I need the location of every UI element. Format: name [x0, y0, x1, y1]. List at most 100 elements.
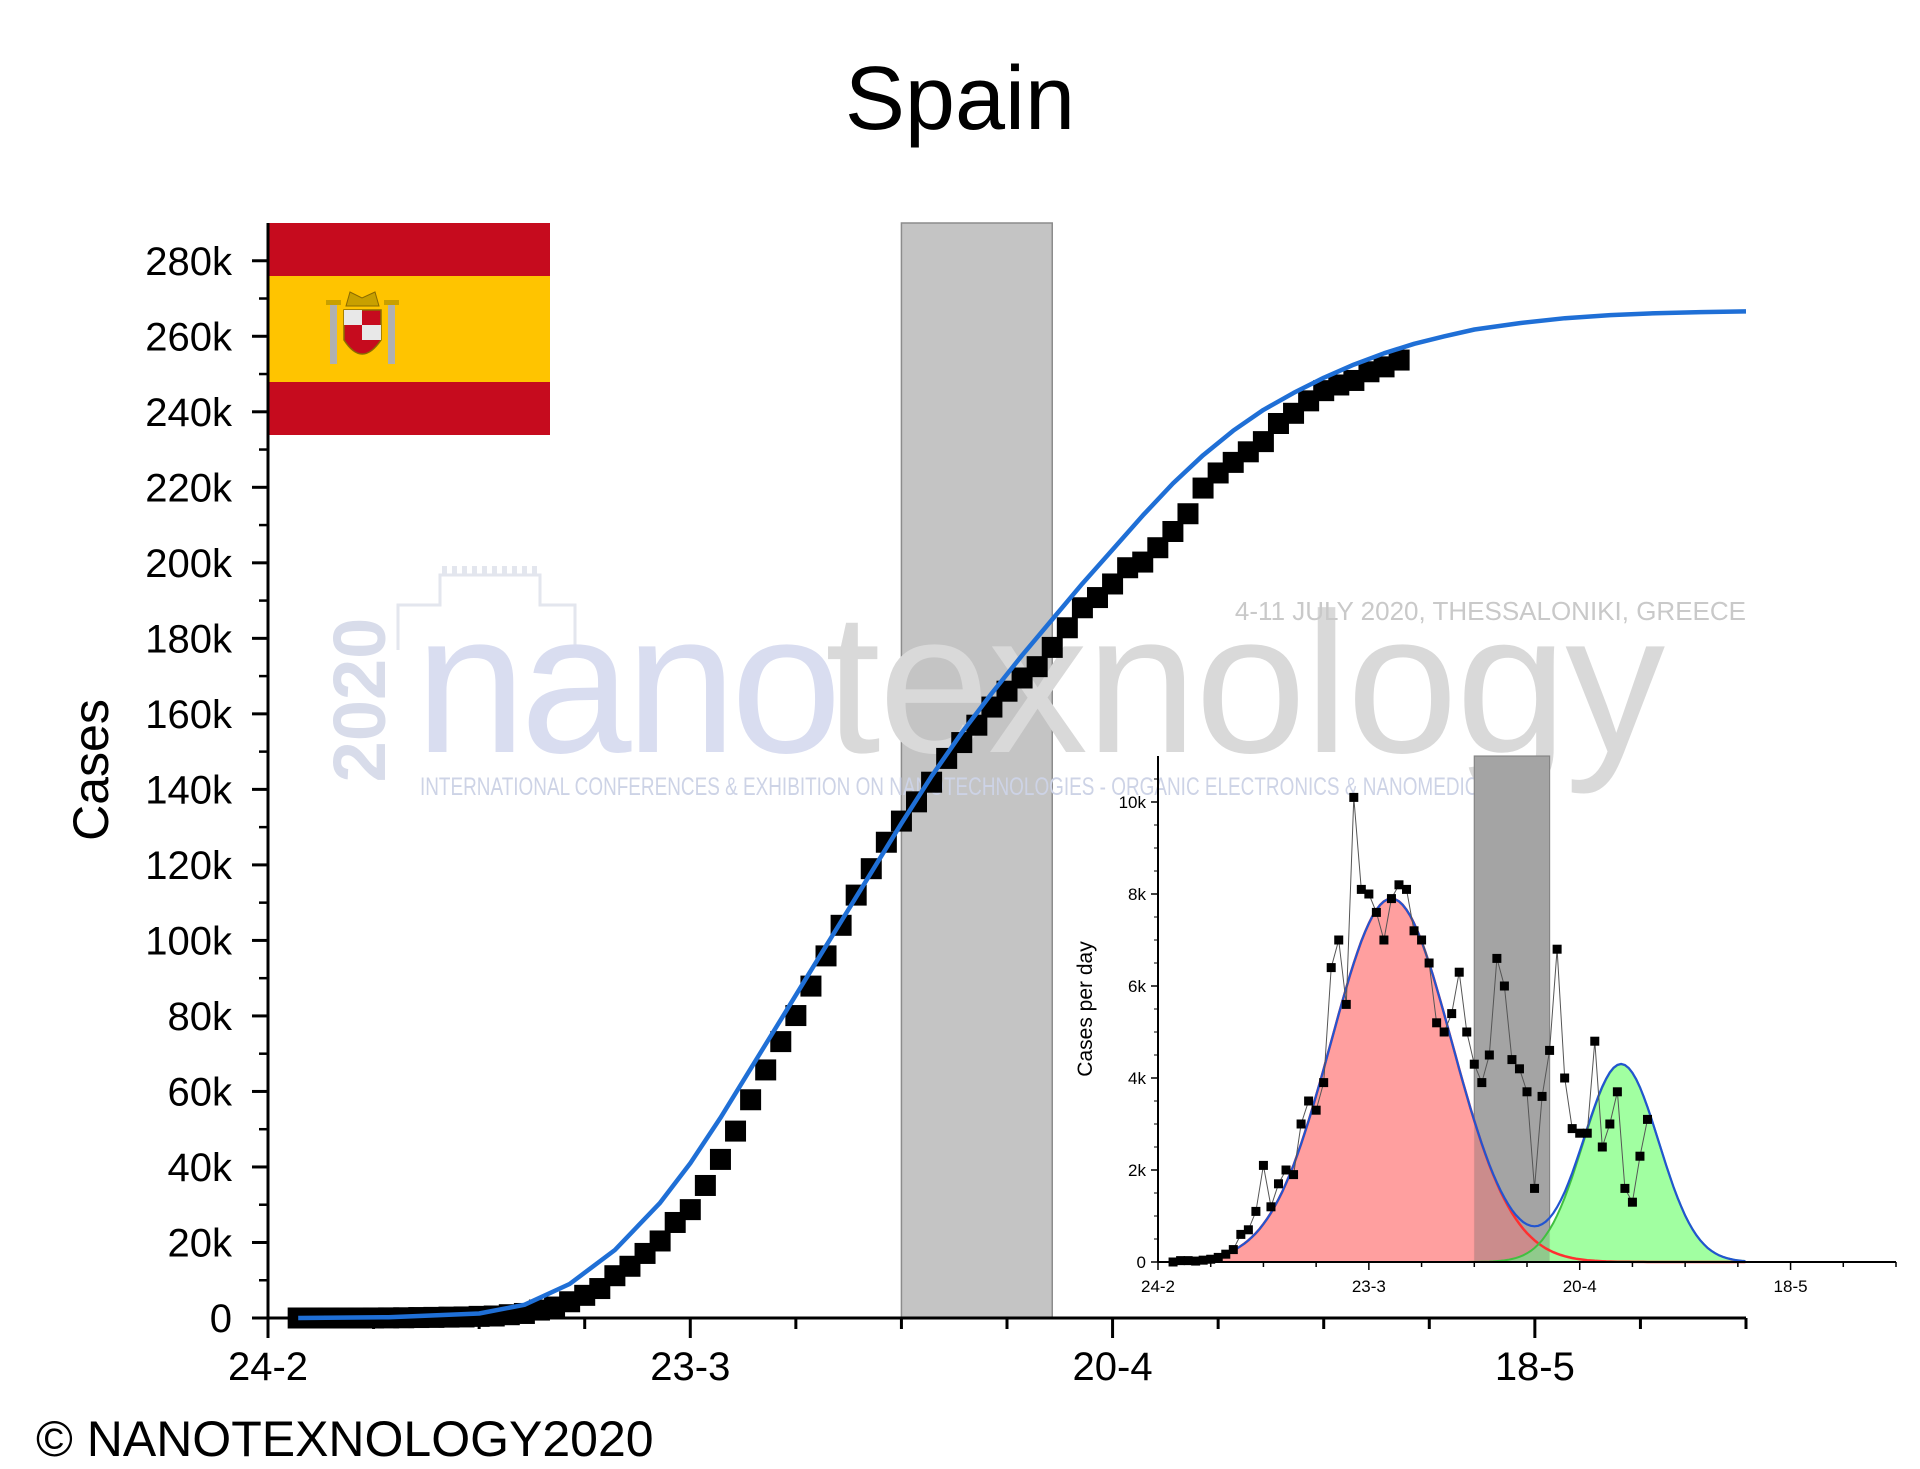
watermark-year: 2020	[318, 618, 401, 783]
inset-data-point	[1356, 884, 1366, 894]
spain-flag-icon	[268, 223, 550, 435]
main-shaded-band	[900, 222, 1053, 1319]
castle-merlon	[442, 566, 447, 575]
main-data-point	[1147, 537, 1169, 559]
inset-data-point	[1597, 1142, 1607, 1152]
main-y-tick-label: 100k	[145, 919, 233, 963]
inset-data-point	[1447, 1009, 1457, 1019]
inset-x-tick-label: 24-2	[1141, 1277, 1175, 1296]
main-y-tick-label: 260k	[145, 315, 233, 359]
castle-merlon	[472, 566, 477, 575]
inset-y-axis-label: Cases per day	[1074, 941, 1097, 1077]
inset-data-point	[1228, 1245, 1238, 1255]
inset-data-point	[1243, 1225, 1253, 1235]
inset-y-tick-label: 8k	[1128, 885, 1146, 904]
inset-data-point	[1514, 1064, 1524, 1074]
inset-data-point	[1477, 1078, 1487, 1088]
inset-data-point	[1176, 1256, 1186, 1266]
inset-x-tick-label: 18-5	[1774, 1277, 1808, 1296]
inset-data-point	[1304, 1096, 1314, 1106]
inset-data-point	[1462, 1027, 1472, 1037]
inset-band-overlay	[1474, 756, 1550, 1262]
inset-data-point	[1402, 884, 1412, 894]
inset-data-point	[1258, 1160, 1268, 1170]
inset-data-point	[1251, 1206, 1261, 1216]
inset-data-point	[1627, 1197, 1637, 1207]
inset-y-tick-label: 10k	[1119, 793, 1147, 812]
main-y-tick-label: 0	[210, 1297, 232, 1341]
main-y-tick-label: 200k	[145, 542, 233, 586]
inset-y-tick-label: 0	[1137, 1253, 1146, 1272]
main-y-tick-label: 60k	[168, 1070, 233, 1114]
main-data-point	[1388, 349, 1410, 371]
copyright-notice: © NANOTEXNOLOGY2020	[36, 1411, 654, 1467]
castle-merlon	[512, 566, 517, 575]
inset-data-point	[1620, 1183, 1630, 1193]
inset-data-point	[1341, 999, 1351, 1009]
main-y-tick-label: 280k	[145, 240, 233, 284]
main-y-axis-label: Cases	[63, 699, 119, 841]
inset-data-point	[1499, 981, 1509, 991]
inset-data-line	[1173, 797, 1648, 1263]
castle-merlon	[462, 566, 467, 575]
inset-data-point	[1432, 1018, 1442, 1028]
inset-data-point	[1537, 1091, 1547, 1101]
coat-crown	[345, 291, 380, 307]
inset-peak2-area	[1173, 1064, 1746, 1262]
main-data-point	[1026, 656, 1048, 678]
castle-merlon	[482, 566, 487, 575]
inset-peak1-area	[1173, 898, 1746, 1262]
inset-data-point	[1484, 1050, 1494, 1060]
inset-data-point	[1281, 1165, 1291, 1175]
inset-data-point	[1417, 935, 1427, 945]
main-y-tick-label: 140k	[145, 768, 233, 812]
main-y-tick-label: 160k	[145, 693, 233, 737]
castle-merlon	[452, 566, 457, 575]
inset-data-point	[1552, 944, 1562, 954]
inset-sum-line	[1173, 897, 1746, 1263]
main-data-point	[694, 1174, 716, 1196]
inset-data-point	[1582, 1128, 1592, 1138]
inset-data-point	[1296, 1119, 1306, 1129]
coat-quarter-a	[344, 310, 362, 325]
main-y-tick-label: 20k	[168, 1221, 233, 1265]
inset-data-point	[1492, 953, 1502, 963]
inset-data-point	[1371, 907, 1381, 917]
inset-data-point	[1326, 963, 1336, 973]
inset-data-point	[1334, 935, 1344, 945]
inset-y-tick-label: 6k	[1128, 977, 1146, 996]
main-data-point	[755, 1059, 777, 1081]
watermark-word-nano: nano	[415, 572, 836, 795]
main-data-point	[1056, 617, 1078, 639]
inset-data-point	[1319, 1078, 1329, 1088]
inset-data-point	[1575, 1128, 1585, 1138]
chart-title: Spain	[844, 49, 1076, 149]
main-data-point	[725, 1120, 747, 1142]
watermark-tagline: INTERNATIONAL CONFERENCES & EXHIBITION O…	[420, 773, 1510, 801]
inset-data-point	[1635, 1151, 1645, 1161]
main-data-point	[740, 1089, 762, 1111]
main-data-point	[1041, 636, 1063, 658]
inset-data-point	[1236, 1229, 1246, 1239]
coat-pillar-right	[388, 304, 395, 364]
inset-data-point	[1424, 958, 1434, 968]
inset-data-point	[1273, 1179, 1283, 1189]
inset-data-point	[1530, 1183, 1540, 1193]
inset-data-point	[1266, 1202, 1276, 1212]
inset-data-point	[1349, 792, 1359, 802]
castle-icon	[396, 566, 577, 650]
inset-x-tick-label: 20-4	[1563, 1277, 1597, 1296]
inset-data-point	[1213, 1252, 1223, 1262]
inset-data-point	[1642, 1114, 1652, 1124]
coat-pillar-left	[330, 304, 337, 364]
main-data-point	[785, 1005, 807, 1027]
inset-data-point	[1545, 1045, 1555, 1055]
coat-quarter-b	[362, 325, 381, 340]
castle-merlon	[492, 566, 497, 575]
main-y-tick-label: 80k	[168, 995, 233, 1039]
castle-outline	[396, 573, 577, 650]
inset-data-point	[1394, 880, 1404, 890]
main-x-tick-label: 20-4	[1073, 1345, 1153, 1389]
